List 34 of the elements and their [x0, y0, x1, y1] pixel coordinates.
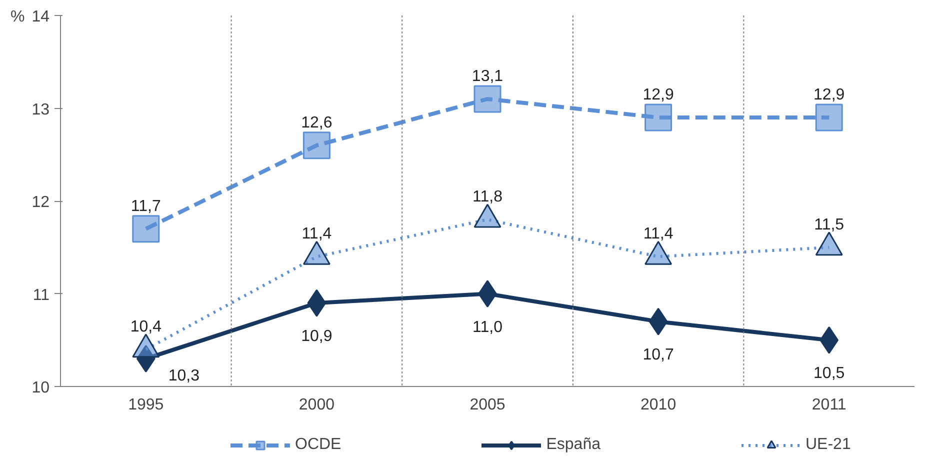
data-label: 13,1	[472, 68, 504, 85]
point	[815, 104, 843, 132]
x-tick-label: 2000	[298, 396, 335, 414]
data-label: 12,9	[814, 86, 845, 104]
y-axis-title: %	[10, 8, 25, 26]
y-tick-label: 12	[32, 194, 50, 211]
data-label: 11,7	[130, 198, 161, 215]
data-label: 11,4	[302, 226, 332, 243]
legend-label: España	[546, 436, 600, 454]
point	[474, 85, 502, 113]
x-tick-label: 2011	[812, 396, 846, 414]
legend-label: OCDE	[295, 436, 342, 454]
y-tick-label: 11	[32, 286, 50, 304]
data-label: 11,4	[643, 226, 674, 243]
x-tick-label: 2010	[640, 396, 676, 414]
data-label: 10,7	[642, 346, 674, 364]
data-label: 10,4	[130, 318, 162, 336]
legend-label: UE-21	[806, 436, 851, 454]
x-tick-label: 2005	[470, 396, 506, 414]
data-label: 11,5	[814, 216, 844, 234]
x-tick-label: 1995	[128, 396, 164, 414]
y-tick-label: 10	[32, 380, 50, 396]
data-label: 12,6	[301, 114, 332, 132]
y-tick-label: 13	[32, 101, 50, 118]
data-label: 10,3	[168, 368, 200, 385]
point	[644, 104, 672, 132]
data-label: 11,8	[472, 188, 503, 206]
point	[302, 132, 330, 160]
data-label: 10,5	[814, 365, 845, 382]
point	[132, 215, 160, 243]
data-label: 10,9	[301, 328, 332, 346]
data-label: 12,9	[642, 86, 674, 104]
data-label: 11,0	[472, 318, 503, 336]
y-tick-label: 14	[32, 8, 50, 26]
